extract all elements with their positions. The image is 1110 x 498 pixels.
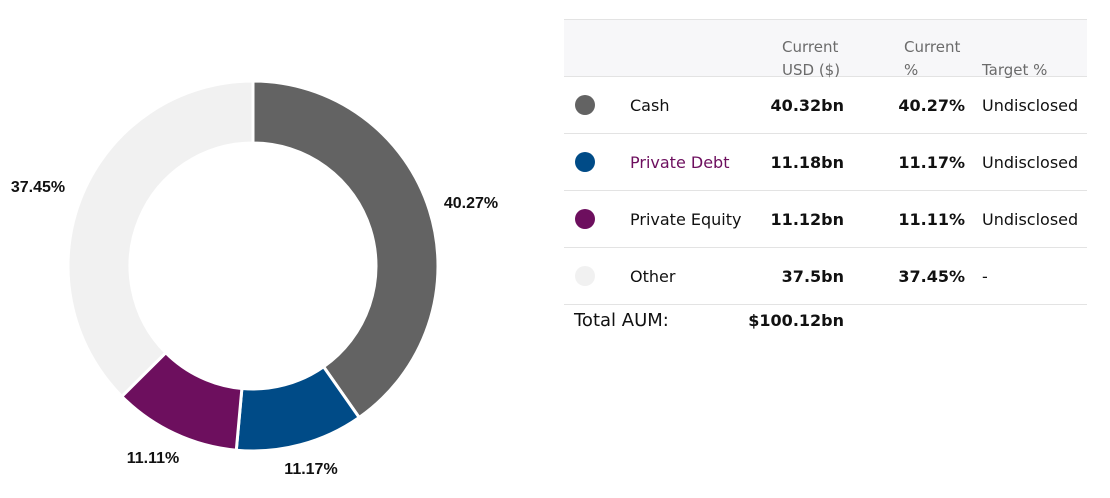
donut-slice-cash[interactable] (251, 79, 440, 420)
row-name: Other (630, 267, 676, 286)
header-current-usd: Current USD ($) (782, 38, 841, 79)
header-target-pct: Target % (982, 61, 1048, 79)
table-row-private-debt: Private Debt 11.18bn 11.17% Undisclosed (564, 134, 1087, 191)
row-current-usd: 11.18bn (770, 153, 844, 172)
allocation-table: Current USD ($) Current % Target % Cash … (564, 19, 1087, 339)
row-target: Undisclosed (982, 96, 1079, 115)
row-current-usd: 11.12bn (770, 210, 844, 229)
allocation-donut-chart: 40.27% 11.17% 11.11% 37.45% (11, 79, 498, 478)
row-target: - (982, 267, 988, 286)
slice-label-other: 37.45% (11, 179, 65, 196)
row-current-pct: 11.11% (898, 210, 965, 229)
row-current-usd: 37.5bn (781, 267, 844, 286)
donut-slices (66, 79, 440, 453)
row-target: Undisclosed (982, 153, 1079, 172)
header-current-pct: Current % (904, 38, 961, 79)
table-row-cash: Cash 40.32bn 40.27% Undisclosed (564, 77, 1087, 134)
row-name: Cash (630, 96, 670, 115)
legend-dot-private-debt (575, 152, 595, 172)
row-target: Undisclosed (982, 210, 1079, 229)
slice-label-cash: 40.27% (444, 195, 498, 212)
total-aum-row: Total AUM: $100.12bn (564, 305, 1087, 339)
row-current-pct: 11.17% (898, 153, 965, 172)
table-row-private-equity: Private Equity 11.12bn 11.11% Undisclose… (564, 191, 1087, 248)
row-current-usd: 40.32bn (770, 96, 844, 115)
row-name: Private Equity (630, 210, 742, 229)
private-debt-link[interactable]: Private Debt (630, 153, 730, 172)
table-row-other: Other 37.5bn 37.45% - (564, 248, 1087, 305)
slice-label-private-debt: 11.17% (284, 461, 337, 478)
slice-label-private-equity: 11.11% (127, 450, 180, 467)
row-current-pct: 40.27% (898, 96, 965, 115)
total-aum-value: $100.12bn (748, 311, 844, 330)
legend-dot-private-equity (575, 209, 595, 229)
donut-slice-other[interactable] (66, 79, 255, 399)
donut-labels: 40.27% 11.17% 11.11% 37.45% (11, 179, 498, 478)
row-current-pct: 37.45% (898, 267, 965, 286)
table-header: Current USD ($) Current % Target % (564, 19, 1087, 79)
legend-dot-cash (575, 95, 595, 115)
legend-dot-other (575, 266, 595, 286)
total-aum-label: Total AUM: (574, 310, 669, 331)
